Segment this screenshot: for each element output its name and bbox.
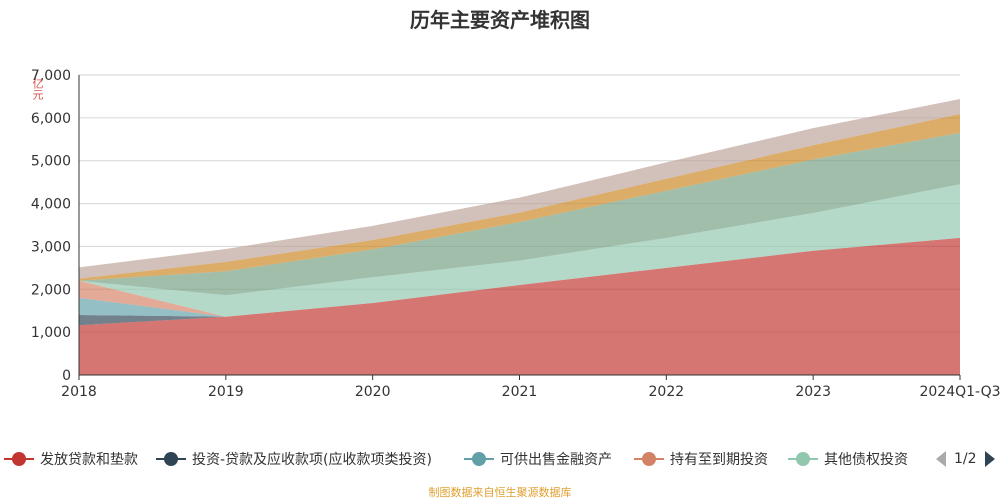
data-source-note: 制图数据来自恒生聚源数据库: [428, 486, 572, 499]
legend-pager: 1/2: [936, 446, 995, 472]
y-tick-label: 6,000: [31, 111, 71, 127]
legend-marker: [464, 446, 494, 472]
y-tick-label: 0: [62, 368, 71, 384]
legend: 发放贷款和垫款 投资-贷款及应收款项(应收款项类投资) 可供出售金融资产 持有至…: [0, 446, 1000, 472]
y-axis-unit: 亿元: [31, 78, 44, 100]
series-area-1: [79, 237, 960, 326]
legend-item-held-to-maturity[interactable]: 持有至到期投资: [634, 446, 768, 472]
legend-label: 持有至到期投资: [670, 452, 768, 468]
series-area-3: [79, 237, 960, 317]
x-tick-label: 2022: [649, 384, 685, 400]
legend-label: 其他债权投资: [824, 452, 908, 468]
prev-page-arrow-icon[interactable]: [936, 451, 946, 467]
legend-item-loans[interactable]: 发放贷款和垫款: [4, 446, 138, 472]
legend-dot: [796, 452, 810, 466]
x-tick-label: 2018: [61, 384, 97, 400]
series-area-5: [79, 132, 960, 296]
legend-marker: [4, 446, 34, 472]
x-tick-label: 2021: [502, 384, 538, 400]
chart-title: 历年主要资产堆积图: [410, 8, 590, 32]
y-tick-label: 2,000: [31, 282, 71, 298]
legend-dot: [472, 452, 486, 466]
legend-page-indicator: 1/2: [954, 451, 977, 467]
legend-marker: [788, 446, 818, 472]
legend-dot: [164, 452, 178, 466]
y-tick-label: 5,000: [31, 154, 71, 170]
x-tick-label: 2020: [355, 384, 391, 400]
legend-item-receivables-investment[interactable]: 投资-贷款及应收款项(应收款项类投资): [156, 446, 432, 472]
series-area-7: [79, 99, 960, 279]
legend-marker: [156, 446, 186, 472]
legend-item-other-debt-investment[interactable]: 其他债权投资: [788, 446, 908, 472]
legend-label: 可供出售金融资产: [500, 452, 612, 468]
legend-label: 投资-贷款及应收款项(应收款项类投资): [192, 452, 432, 468]
legend-dot: [12, 452, 26, 466]
y-tick-label: 3,000: [31, 239, 71, 255]
legend-label: 发放贷款和垫款: [40, 452, 138, 468]
y-tick-label: 4,000: [31, 197, 71, 213]
y-tick-label: 1,000: [31, 325, 71, 341]
legend-item-available-for-sale[interactable]: 可供出售金融资产: [464, 446, 612, 472]
x-tick-label: 2023: [795, 384, 831, 400]
legend-marker: [634, 446, 664, 472]
legend-dot: [642, 452, 656, 466]
y-tick-label: 7,000: [31, 68, 71, 84]
next-page-arrow-icon[interactable]: [984, 451, 995, 467]
series-area-4: [79, 184, 960, 317]
x-tick-label: 2019: [208, 384, 244, 400]
x-tick-label: 2024Q1-Q3: [919, 384, 1000, 400]
series-area-0: [79, 237, 960, 375]
